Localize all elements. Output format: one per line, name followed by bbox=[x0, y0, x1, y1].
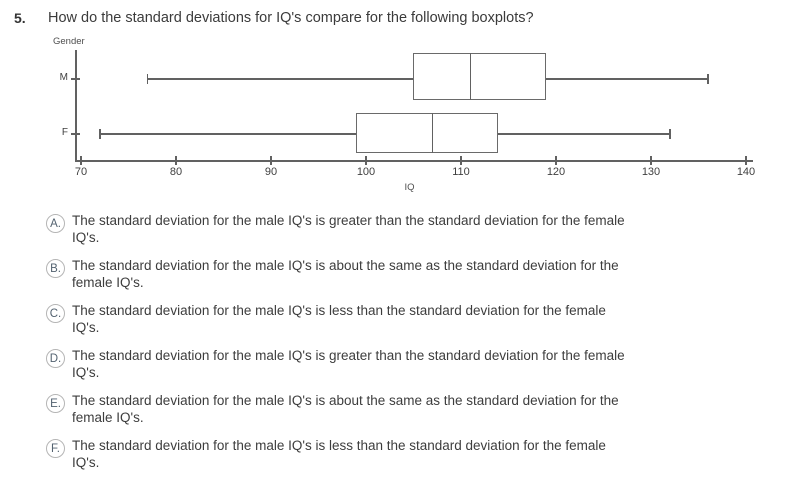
f-whisker-cap-max bbox=[669, 129, 671, 139]
option-b: B. The standard deviation for the male I… bbox=[46, 258, 778, 291]
x-tick-label-130: 130 bbox=[641, 166, 661, 178]
x-tick-130 bbox=[650, 156, 652, 165]
option-e-marker[interactable]: E. bbox=[46, 394, 65, 413]
x-tick-140 bbox=[745, 156, 747, 165]
y-axis-line bbox=[75, 50, 77, 160]
m-whisker-right bbox=[545, 78, 707, 80]
option-b-line1: The standard deviation for the male IQ's… bbox=[72, 258, 619, 273]
option-d-marker[interactable]: D. bbox=[46, 349, 65, 368]
option-e: E. The standard deviation for the male I… bbox=[46, 393, 778, 426]
option-c-line1: The standard deviation for the male IQ's… bbox=[72, 303, 606, 318]
x-tick-120 bbox=[555, 156, 557, 165]
f-category-tick bbox=[71, 133, 80, 135]
m-median-line bbox=[469, 53, 471, 100]
option-b-text: The standard deviation for the male IQ's… bbox=[72, 258, 778, 291]
x-tick-label-100: 100 bbox=[356, 166, 376, 178]
f-whisker-left bbox=[99, 133, 356, 135]
option-d-text: The standard deviation for the male IQ's… bbox=[72, 348, 778, 381]
m-category-tick bbox=[71, 78, 80, 80]
x-tick-label-140: 140 bbox=[736, 166, 756, 178]
x-tick-80 bbox=[175, 156, 177, 165]
option-c-line2: IQ's. bbox=[72, 319, 100, 335]
option-e-line2: female IQ's. bbox=[72, 409, 144, 425]
x-tick-label-90: 90 bbox=[264, 166, 278, 178]
x-tick-110 bbox=[460, 156, 462, 165]
option-a-line2: IQ's. bbox=[72, 229, 100, 245]
option-f-text: The standard deviation for the male IQ's… bbox=[72, 438, 778, 471]
f-whisker-cap-min bbox=[99, 129, 101, 139]
option-b-line2: female IQ's. bbox=[72, 274, 144, 290]
option-a-text: The standard deviation for the male IQ's… bbox=[72, 213, 778, 246]
option-e-text: The standard deviation for the male IQ's… bbox=[72, 393, 778, 426]
option-a-marker[interactable]: A. bbox=[46, 214, 65, 233]
y-axis-title: Gender bbox=[53, 36, 85, 47]
m-category-label: M bbox=[59, 72, 68, 83]
option-d-line2: IQ's. bbox=[72, 364, 100, 380]
f-whisker-right bbox=[498, 133, 669, 135]
x-tick-100 bbox=[365, 156, 367, 165]
boxplot-chart: Gender IQ 70 80 90 100 110 120 130 140 M F bbox=[0, 36, 785, 206]
option-a: A. The standard deviation for the male I… bbox=[46, 213, 778, 246]
option-f-marker[interactable]: F. bbox=[46, 439, 65, 458]
m-whisker-left bbox=[146, 78, 413, 80]
m-box bbox=[412, 53, 546, 100]
x-tick-label-120: 120 bbox=[546, 166, 566, 178]
m-whisker-cap-max bbox=[707, 74, 709, 84]
option-f-line2: IQ's. bbox=[72, 454, 100, 470]
x-tick-label-110: 110 bbox=[452, 166, 470, 178]
x-tick-label-80: 80 bbox=[169, 166, 183, 178]
option-d-line1: The standard deviation for the male IQ's… bbox=[72, 348, 625, 363]
question-number: 5. bbox=[14, 10, 26, 26]
f-category-label: F bbox=[61, 127, 68, 138]
option-a-line1: The standard deviation for the male IQ's… bbox=[72, 213, 625, 228]
x-axis-title: IQ bbox=[404, 182, 415, 193]
option-b-marker[interactable]: B. bbox=[46, 259, 65, 278]
m-whisker-cap-min bbox=[146, 74, 148, 84]
option-f: F. The standard deviation for the male I… bbox=[46, 438, 778, 471]
option-c-text: The standard deviation for the male IQ's… bbox=[72, 303, 778, 336]
x-axis-line bbox=[75, 160, 753, 162]
x-tick-70 bbox=[80, 156, 82, 165]
x-tick-90 bbox=[270, 156, 272, 165]
x-tick-label-70: 70 bbox=[74, 166, 88, 178]
question-header: 5. How do the standard deviations for IQ… bbox=[14, 10, 754, 26]
f-box bbox=[355, 113, 498, 153]
option-f-line1: The standard deviation for the male IQ's… bbox=[72, 438, 606, 453]
f-median-line bbox=[431, 113, 433, 153]
option-e-line1: The standard deviation for the male IQ's… bbox=[72, 393, 619, 408]
option-c: C. The standard deviation for the male I… bbox=[46, 303, 778, 336]
option-d: D. The standard deviation for the male I… bbox=[46, 348, 778, 381]
option-c-marker[interactable]: C. bbox=[46, 304, 65, 323]
question-text: How do the standard deviations for IQ's … bbox=[48, 10, 534, 26]
